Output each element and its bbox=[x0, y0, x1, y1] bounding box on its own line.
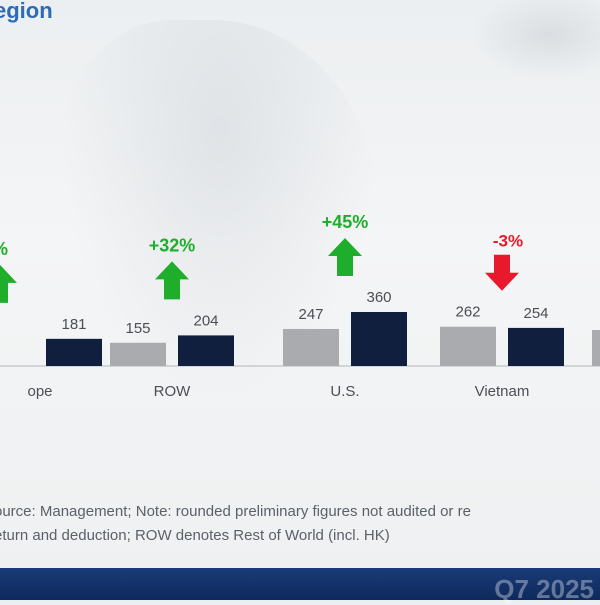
bar-current-2 bbox=[351, 312, 407, 366]
bar-partial-edge bbox=[592, 330, 600, 366]
bar-current-0 bbox=[46, 338, 102, 366]
change-label-2: +45% bbox=[322, 212, 369, 232]
footer-note: ource: Management; Note: rounded prelimi… bbox=[0, 500, 471, 548]
change-label-0: % bbox=[0, 239, 8, 259]
value-label-current-3: 254 bbox=[523, 305, 548, 322]
footer-line-1: ource: Management; Note: rounded prelimi… bbox=[0, 503, 471, 520]
category-label-2: U.S. bbox=[330, 383, 359, 400]
bar-prior-3 bbox=[440, 326, 496, 366]
value-label-current-2: 360 bbox=[366, 289, 391, 306]
category-label-0: ope bbox=[27, 383, 52, 400]
slide-title: egion bbox=[0, 0, 53, 23]
bar-prior-2 bbox=[283, 328, 339, 366]
up-arrow-icon-2 bbox=[328, 238, 362, 276]
background-map-shape-2 bbox=[470, 0, 600, 80]
value-label-prior-3: 262 bbox=[455, 304, 480, 321]
band-text: Q7 2025 R bbox=[494, 574, 600, 604]
bar-current-3 bbox=[508, 327, 564, 366]
category-label-3: Vietnam bbox=[475, 383, 530, 400]
value-label-prior-2: 247 bbox=[298, 306, 323, 323]
value-label-current-0: 181 bbox=[61, 316, 86, 333]
value-label-current-1: 204 bbox=[193, 312, 218, 329]
change-label-1: +32% bbox=[149, 235, 196, 255]
down-arrow-icon-3 bbox=[485, 254, 519, 291]
footer-line-2: eturn and deduction; ROW denotes Rest of… bbox=[0, 527, 390, 544]
bar-current-1 bbox=[178, 335, 234, 366]
bar-chart: 181 ope% 155 204 ROW +32% 247 360 U.S. +45% 262 254… bbox=[0, 212, 600, 400]
up-arrow-icon-1 bbox=[155, 261, 189, 300]
up-arrow-icon-0 bbox=[0, 264, 17, 303]
bottom-band bbox=[0, 568, 600, 600]
change-label-3: -3% bbox=[493, 232, 523, 251]
bar-prior-1 bbox=[110, 342, 166, 366]
value-label-prior-1: 155 bbox=[125, 320, 150, 337]
category-label-1: ROW bbox=[154, 383, 192, 400]
